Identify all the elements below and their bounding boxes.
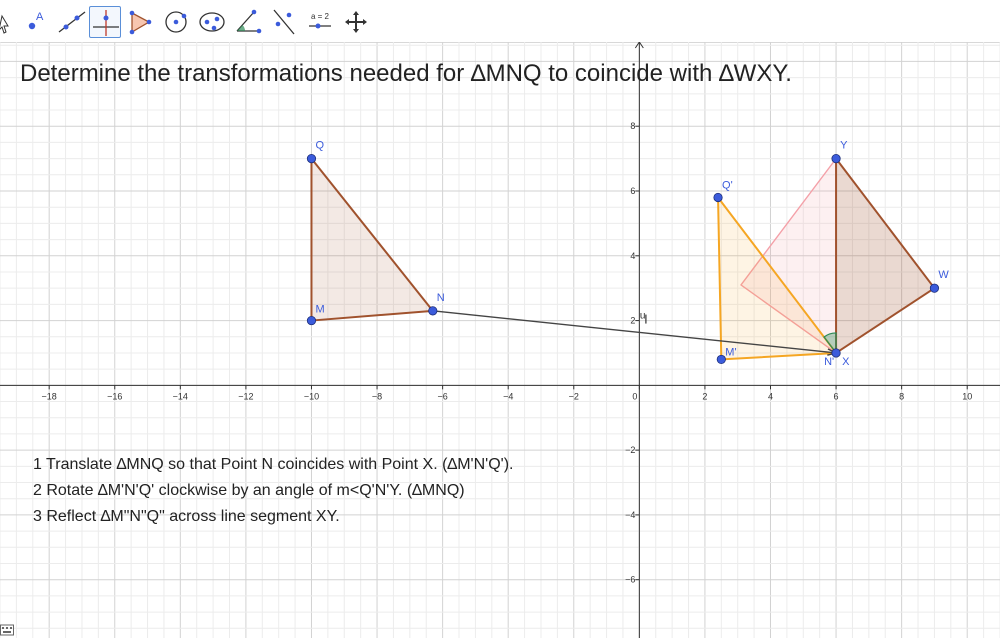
graphics-view[interactable]: −18 −16 −14 −12 −10 −8 −6 −4 −2 0 2 4 6 8 10 8 6 4 2 −2 −4 −6… xyxy=(0,42,1000,638)
point-tool[interactable]: A xyxy=(22,6,54,38)
x-tick-label: 6 xyxy=(834,391,839,401)
x-tick-label: 4 xyxy=(768,391,773,401)
label-n: N xyxy=(437,292,445,304)
label-q: Q xyxy=(315,140,324,152)
step-2: 2 Rotate ∆M'N'Q' clockwise by an angle o… xyxy=(33,482,465,499)
label-y: Y xyxy=(840,140,848,152)
axes xyxy=(0,42,1000,638)
x-tick-label: −14 xyxy=(173,391,188,401)
y-axis-arrow xyxy=(634,42,644,49)
triangle-mnq xyxy=(310,157,434,322)
y-tick-label: 2 xyxy=(630,316,635,326)
slider-tool-label: a = 2 xyxy=(311,12,330,21)
x-tick-label: 10 xyxy=(962,391,972,401)
keyboard-icon[interactable] xyxy=(0,624,14,636)
toolbar: A a = 2 xyxy=(0,0,1000,43)
shapes xyxy=(310,157,936,361)
y-tick-label: 4 xyxy=(630,251,635,261)
instruction-steps: 1 Translate ∆MNQ so that Point N coincid… xyxy=(33,452,513,530)
x-tick-label: −16 xyxy=(107,391,122,401)
x-tick-label: −4 xyxy=(503,391,513,401)
point-q[interactable] xyxy=(306,154,317,164)
point-m1[interactable] xyxy=(716,354,726,365)
move-tool[interactable] xyxy=(0,6,14,38)
point-w[interactable] xyxy=(929,283,940,293)
point-q1[interactable] xyxy=(713,192,723,203)
point-y[interactable] xyxy=(831,154,841,164)
label-q1: Q' xyxy=(722,179,733,191)
x-tick-label: −18 xyxy=(42,391,57,401)
y-tick-label: −6 xyxy=(625,575,635,585)
x-tick-label: −12 xyxy=(238,391,253,401)
label-n1: N' xyxy=(824,356,834,368)
label-u: u xyxy=(640,311,646,322)
point-m[interactable] xyxy=(306,315,317,326)
x-tick-label: 8 xyxy=(899,391,904,401)
triangle-m1n1q1 xyxy=(717,196,838,361)
x-tick-label: −2 xyxy=(569,391,579,401)
x-tick-label: −10 xyxy=(304,391,319,401)
y-tick-label: −2 xyxy=(625,445,635,455)
points[interactable] xyxy=(306,154,940,365)
y-tick-label: 8 xyxy=(630,121,635,131)
label-m: M xyxy=(315,304,324,316)
page-title: Determine the transformations needed for… xyxy=(20,60,792,87)
step-3: 3 Reflect ∆M"N"Q" across line segment XY… xyxy=(33,508,340,525)
y-tick-label: −4 xyxy=(625,510,635,520)
circle-tool[interactable] xyxy=(160,6,192,38)
point-x[interactable] xyxy=(831,348,841,358)
x-tick-label: 2 xyxy=(702,391,707,401)
angle-tool[interactable] xyxy=(232,6,264,38)
slider-tool[interactable]: a = 2 xyxy=(304,6,336,38)
angle-q1n1y xyxy=(823,332,837,355)
point-n[interactable] xyxy=(428,306,438,316)
step-1: 1 Translate ∆MNQ so that Point N coincid… xyxy=(33,456,514,473)
triangle-wxy xyxy=(835,157,936,354)
perpendicular-tool[interactable] xyxy=(89,6,121,38)
x-tick-label: 0 xyxy=(632,391,637,401)
x-tick-label: −8 xyxy=(372,391,382,401)
label-w: W xyxy=(938,269,949,281)
label-m1: M' xyxy=(725,346,736,358)
tick-labels: −18 −16 −14 −12 −10 −8 −6 −4 −2 0 2 4 6 8 10 8 6 4 2 −2 −4 −6 xyxy=(42,121,973,584)
point-tool-label: A xyxy=(36,11,44,23)
point-labels: M N Q M' N' Q' W X Yu xyxy=(315,140,949,368)
conic-tool[interactable] xyxy=(196,6,228,38)
translation-vector xyxy=(432,310,837,354)
label-x: X xyxy=(842,356,850,368)
line-tool[interactable] xyxy=(56,6,88,38)
reflect-tool[interactable] xyxy=(268,6,300,38)
move-graphics-tool[interactable] xyxy=(340,6,372,38)
polygon-tool[interactable] xyxy=(124,6,156,38)
y-tick-label: 6 xyxy=(630,186,635,196)
x-tick-label: −6 xyxy=(437,391,447,401)
